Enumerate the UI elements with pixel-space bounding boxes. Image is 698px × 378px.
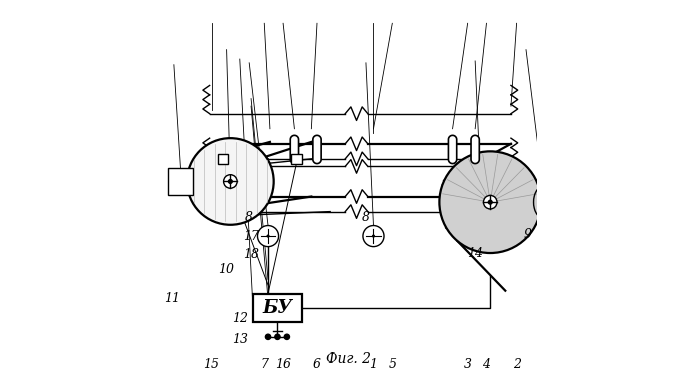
Circle shape — [284, 334, 290, 339]
Text: 1: 1 — [369, 358, 378, 370]
Circle shape — [223, 175, 237, 188]
Text: БУ: БУ — [262, 299, 292, 317]
Polygon shape — [313, 135, 321, 164]
Text: 10: 10 — [218, 263, 235, 276]
Circle shape — [489, 200, 492, 204]
Circle shape — [258, 226, 279, 246]
Circle shape — [265, 334, 271, 339]
Bar — [168, 168, 193, 195]
Polygon shape — [290, 135, 299, 164]
Circle shape — [187, 138, 274, 225]
Circle shape — [363, 226, 384, 246]
Text: 4: 4 — [482, 358, 491, 370]
Text: 15: 15 — [204, 358, 220, 370]
Polygon shape — [471, 135, 480, 164]
Text: 9: 9 — [524, 228, 532, 241]
Circle shape — [228, 180, 232, 183]
Text: 2: 2 — [512, 358, 521, 370]
Text: 8: 8 — [362, 211, 370, 224]
Text: 8: 8 — [245, 211, 253, 224]
Circle shape — [439, 151, 541, 253]
Text: 18: 18 — [243, 248, 259, 262]
Text: 6: 6 — [313, 358, 321, 370]
Text: 17: 17 — [243, 229, 259, 243]
Circle shape — [372, 234, 375, 238]
Circle shape — [275, 334, 280, 339]
Bar — [218, 153, 228, 164]
Text: 13: 13 — [232, 333, 248, 346]
Text: 16: 16 — [275, 358, 291, 370]
Text: 14: 14 — [467, 246, 483, 260]
Bar — [291, 153, 302, 164]
Circle shape — [267, 234, 269, 238]
Text: 5: 5 — [388, 358, 396, 370]
Text: 11: 11 — [164, 292, 180, 305]
Bar — [253, 293, 302, 322]
Text: 7: 7 — [260, 358, 268, 370]
Text: Фиг. 2: Фиг. 2 — [327, 352, 371, 366]
Text: 3: 3 — [463, 358, 472, 370]
Text: 12: 12 — [232, 313, 248, 325]
Polygon shape — [448, 135, 456, 164]
Circle shape — [484, 195, 497, 209]
